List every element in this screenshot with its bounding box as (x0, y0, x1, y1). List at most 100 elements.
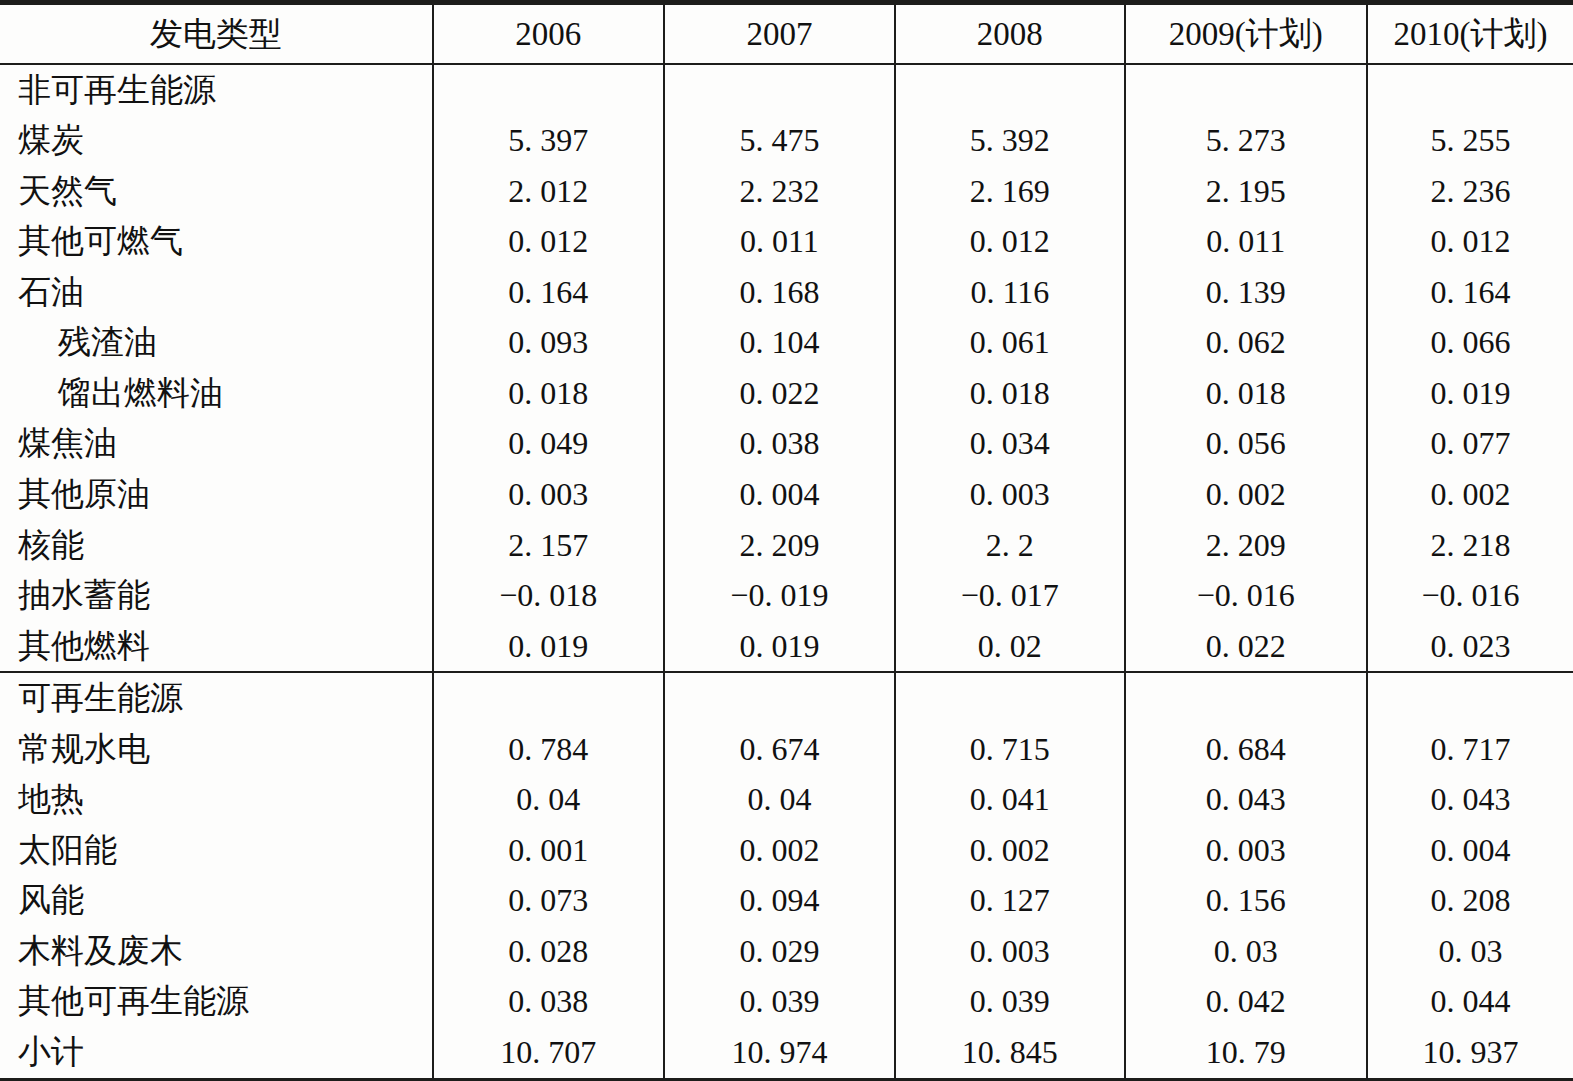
value-cell: 0. 717 (1367, 724, 1573, 775)
value-cell: 0. 012 (433, 217, 664, 268)
value-cell: 0. 03 (1125, 926, 1367, 977)
value-cell: 0. 116 (895, 267, 1125, 318)
value-cell: 0. 003 (433, 469, 664, 520)
value-cell: 0. 056 (1125, 419, 1367, 470)
value-cell: 0. 019 (433, 621, 664, 673)
table-row: 小计10. 70710. 97410. 84510. 7910. 937 (0, 1027, 1573, 1079)
value-cell: 0. 784 (433, 724, 664, 775)
value-cell: 0. 066 (1367, 318, 1573, 369)
value-cell: 5. 397 (433, 116, 664, 167)
row-label: 馏出燃料油 (0, 368, 433, 419)
value-cell: 0. 018 (895, 368, 1125, 419)
value-cell: −0. 019 (664, 570, 895, 621)
value-cell: 2. 218 (1367, 520, 1573, 571)
table-row: 非可再生能源 (0, 64, 1573, 116)
value-cell (1125, 672, 1367, 724)
table-row: 可再生能源 (0, 672, 1573, 724)
value-cell: 10. 845 (895, 1027, 1125, 1079)
table-row: 残渣油0. 0930. 1040. 0610. 0620. 066 (0, 318, 1573, 369)
row-label: 其他燃料 (0, 621, 433, 673)
table-row: 地热0. 040. 040. 0410. 0430. 043 (0, 775, 1573, 826)
value-cell: 2. 012 (433, 166, 664, 217)
table-row: 其他原油0. 0030. 0040. 0030. 0020. 002 (0, 469, 1573, 520)
value-cell: 0. 003 (1125, 825, 1367, 876)
value-cell: 0. 715 (895, 724, 1125, 775)
value-cell: 0. 043 (1367, 775, 1573, 826)
value-cell: −0. 018 (433, 570, 664, 621)
row-label: 木料及废木 (0, 926, 433, 977)
value-cell: −0. 016 (1367, 570, 1573, 621)
table-row: 天然气2. 0122. 2322. 1692. 1952. 236 (0, 166, 1573, 217)
value-cell: 0. 674 (664, 724, 895, 775)
table-row: 风能0. 0730. 0940. 1270. 1560. 208 (0, 876, 1573, 927)
table-row: 煤焦油0. 0490. 0380. 0340. 0560. 077 (0, 419, 1573, 470)
value-cell: 0. 044 (1367, 977, 1573, 1028)
column-header-year: 2010(计划) (1367, 3, 1573, 65)
value-cell (1367, 64, 1573, 116)
value-cell: 5. 392 (895, 116, 1125, 167)
row-label: 可再生能源 (0, 672, 433, 724)
value-cell: 0. 049 (433, 419, 664, 470)
value-cell: 0. 002 (1367, 469, 1573, 520)
value-cell: 5. 273 (1125, 116, 1367, 167)
value-cell: 0. 208 (1367, 876, 1573, 927)
row-label: 太阳能 (0, 825, 433, 876)
row-label: 残渣油 (0, 318, 433, 369)
value-cell: 0. 04 (433, 775, 664, 826)
row-label: 地热 (0, 775, 433, 826)
column-header-year: 2006 (433, 3, 664, 65)
column-header-year: 2008 (895, 3, 1125, 65)
table-body: 非可再生能源煤炭5. 3975. 4755. 3925. 2735. 255天然… (0, 64, 1573, 1080)
value-cell: 0. 028 (433, 926, 664, 977)
value-cell: 0. 139 (1125, 267, 1367, 318)
row-label: 石油 (0, 267, 433, 318)
table-row: 常规水电0. 7840. 6740. 7150. 6840. 717 (0, 724, 1573, 775)
value-cell: 0. 038 (664, 419, 895, 470)
row-label: 非可再生能源 (0, 64, 433, 116)
row-label: 常规水电 (0, 724, 433, 775)
value-cell: −0. 017 (895, 570, 1125, 621)
value-cell: 0. 004 (1367, 825, 1573, 876)
table-row: 其他可再生能源0. 0380. 0390. 0390. 0420. 044 (0, 977, 1573, 1028)
value-cell: 5. 255 (1367, 116, 1573, 167)
value-cell: 0. 012 (895, 217, 1125, 268)
value-cell: 0. 011 (664, 217, 895, 268)
column-header-generation-type: 发电类型 (0, 3, 433, 65)
value-cell: 10. 937 (1367, 1027, 1573, 1079)
value-cell: 0. 018 (433, 368, 664, 419)
value-cell: 0. 03 (1367, 926, 1573, 977)
value-cell: 0. 02 (895, 621, 1125, 673)
value-cell: 0. 001 (433, 825, 664, 876)
value-cell: 0. 011 (1125, 217, 1367, 268)
value-cell: 2. 157 (433, 520, 664, 571)
row-label: 核能 (0, 520, 433, 571)
value-cell: 0. 002 (1125, 469, 1367, 520)
value-cell: 0. 168 (664, 267, 895, 318)
value-cell: 0. 073 (433, 876, 664, 927)
row-label: 小计 (0, 1027, 433, 1079)
power-generation-table: 发电类型2006200720082009(计划)2010(计划) 非可再生能源煤… (0, 0, 1573, 1081)
value-cell: 0. 039 (664, 977, 895, 1028)
header-row: 发电类型2006200720082009(计划)2010(计划) (0, 3, 1573, 65)
value-cell: 0. 004 (664, 469, 895, 520)
value-cell: 10. 707 (433, 1027, 664, 1079)
value-cell: 0. 104 (664, 318, 895, 369)
value-cell: 10. 79 (1125, 1027, 1367, 1079)
value-cell: 0. 684 (1125, 724, 1367, 775)
value-cell: 2. 195 (1125, 166, 1367, 217)
row-label: 煤炭 (0, 116, 433, 167)
table-row: 馏出燃料油0. 0180. 0220. 0180. 0180. 019 (0, 368, 1573, 419)
value-cell: 2. 232 (664, 166, 895, 217)
value-cell: 0. 022 (1125, 621, 1367, 673)
row-label: 抽水蓄能 (0, 570, 433, 621)
value-cell: 0. 094 (664, 876, 895, 927)
value-cell: 10. 974 (664, 1027, 895, 1079)
row-label: 其他可燃气 (0, 217, 433, 268)
value-cell: 2. 169 (895, 166, 1125, 217)
row-label: 天然气 (0, 166, 433, 217)
value-cell: 0. 034 (895, 419, 1125, 470)
table-row: 核能2. 1572. 2092. 22. 2092. 218 (0, 520, 1573, 571)
row-label: 其他可再生能源 (0, 977, 433, 1028)
value-cell: 0. 003 (895, 469, 1125, 520)
value-cell: 0. 039 (895, 977, 1125, 1028)
